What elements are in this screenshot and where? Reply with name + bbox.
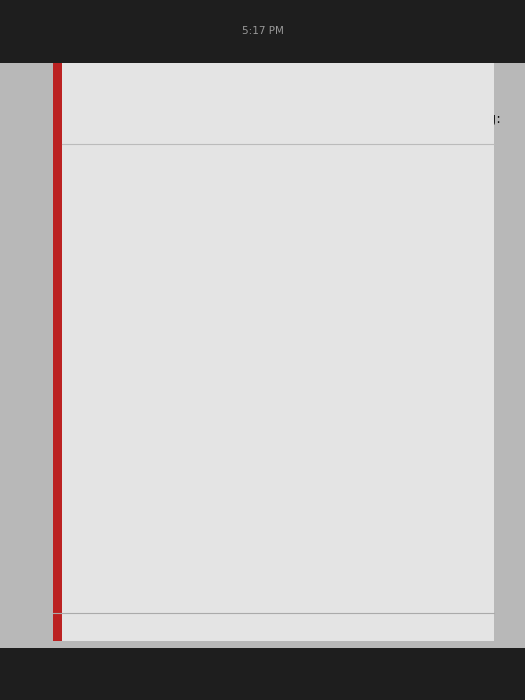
Text: |: | <box>199 416 203 430</box>
Text: Cl: Cl <box>198 220 212 234</box>
Text: b.: b. <box>78 189 91 203</box>
Text: CH₃CH₂CH₂CH₂: CH₃CH₂CH₂CH₂ <box>113 266 215 280</box>
Text: HOCH₂CH₂C═CC≡CH: HOCH₂CH₂C═CC≡CH <box>113 400 255 414</box>
Text: c.: c. <box>78 266 90 280</box>
Text: |: | <box>269 313 273 327</box>
Text: |: | <box>233 416 237 430</box>
Text: |: | <box>199 205 203 219</box>
Text: 5:17 PM: 5:17 PM <box>242 27 284 36</box>
Text: O═CH  C(CH₃)₃: O═CH C(CH₃)₃ <box>158 431 258 445</box>
Text: Problem 7: Problem 7 <box>81 80 184 99</box>
Text: CH₃CH₂C═CHCH₂CH₃: CH₃CH₂C═CHCH₂CH₃ <box>113 189 254 203</box>
Text: d.: d. <box>78 400 91 414</box>
Text: CH₃CH₂CH═CHCH₃: CH₃CH₂CH═CHCH₃ <box>113 148 239 162</box>
Text: CH₃CHCH₃: CH₃CHCH₃ <box>226 329 297 343</box>
Text: |: | <box>195 281 200 295</box>
Text: Draw and label the E and Z isomers for each of the following:: Draw and label the E and Z isomers for e… <box>74 112 500 126</box>
Text: a.: a. <box>78 148 91 162</box>
Text: CH₃CH₂C═CCH₂Cl: CH₃CH₂C═CCH₂Cl <box>113 298 232 312</box>
Text: Problem 8: Problem 8 <box>78 598 181 617</box>
